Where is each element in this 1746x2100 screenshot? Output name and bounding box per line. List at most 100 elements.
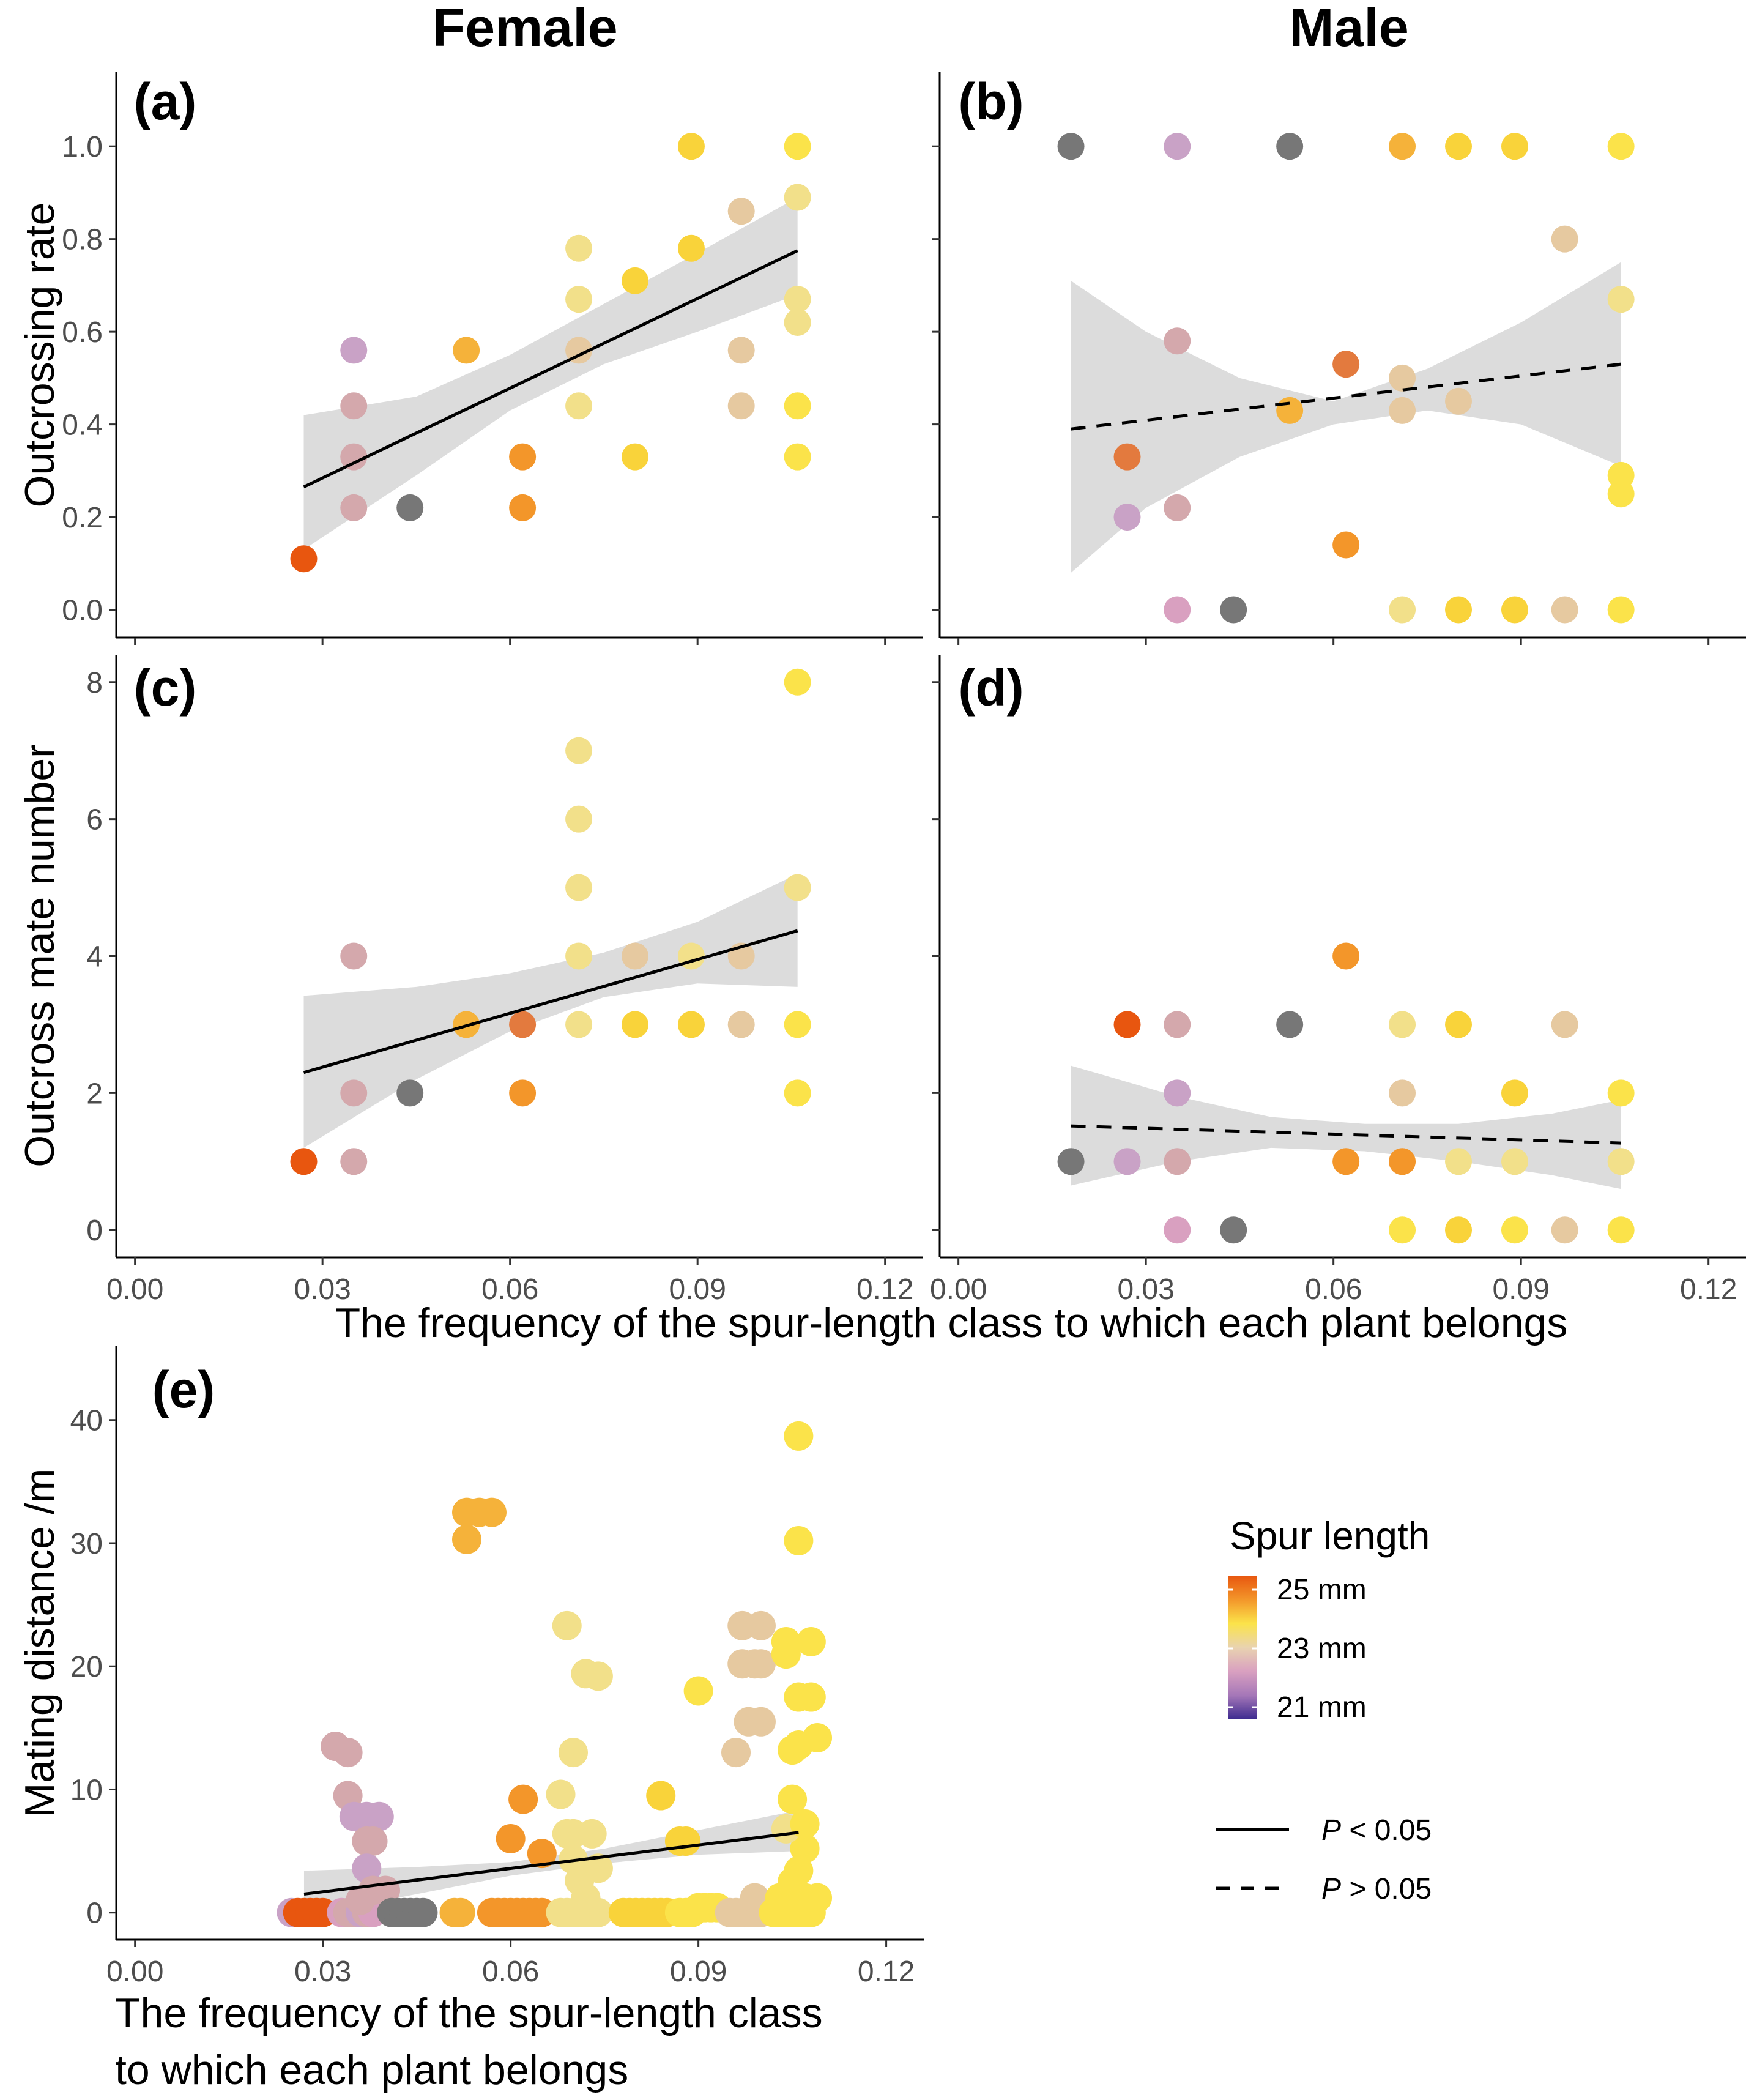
y-tick-label: 8 xyxy=(86,667,103,699)
panel-e: 0 10 20 30 40 0.00 0.03 0.06 0.09 0.12 (e) Mating d… xyxy=(17,1346,924,1988)
data-point xyxy=(1220,1216,1247,1244)
panel-c: 0 2 4 6 8 0.00 0.03 0.06 0.09 0.12 (c) Outcross mat… xyxy=(17,655,923,1306)
data-point xyxy=(646,1781,676,1811)
data-point xyxy=(677,133,705,160)
data-point xyxy=(1501,596,1528,624)
data-point xyxy=(1607,461,1635,489)
data-point xyxy=(1332,531,1360,559)
data-point xyxy=(1113,443,1141,471)
x-tick-label: 0.12 xyxy=(856,1273,913,1306)
data-point xyxy=(583,1661,613,1691)
x-tick-label: 0.00 xyxy=(106,1956,163,1988)
y-tick-label: 0 xyxy=(86,1215,103,1247)
data-point xyxy=(1276,397,1304,424)
data-point xyxy=(408,1897,438,1927)
data-point xyxy=(1389,133,1416,160)
data-point xyxy=(1389,1148,1416,1175)
data-point xyxy=(784,286,811,313)
data-point xyxy=(527,1839,557,1869)
regression-line xyxy=(1071,1124,1621,1145)
data-point xyxy=(1445,1216,1473,1244)
data-point xyxy=(1501,1216,1528,1244)
data-point xyxy=(565,1011,593,1038)
data-point xyxy=(622,443,649,471)
data-point xyxy=(509,443,537,471)
legend-label-21mm: 21 mm xyxy=(1277,1691,1367,1724)
y-tick-label: 30 xyxy=(70,1528,103,1560)
data-point xyxy=(396,1079,424,1107)
data-point xyxy=(1551,225,1578,253)
panel-label: (c) xyxy=(134,659,197,717)
shared-x-axis-label: The frequency of the spur-length class t… xyxy=(335,1300,1568,1346)
data-point xyxy=(1164,327,1191,355)
data-point xyxy=(1607,480,1635,508)
data-point xyxy=(546,1779,576,1809)
data-point xyxy=(1445,1011,1473,1038)
data-point xyxy=(727,337,755,364)
legend-solid-value: < 0.05 xyxy=(1341,1814,1432,1847)
y-tick-label: 4 xyxy=(86,941,103,974)
data-point xyxy=(1607,1079,1635,1107)
data-point xyxy=(784,392,811,420)
data-point xyxy=(1551,596,1578,624)
x-tick-label: 0.12 xyxy=(858,1956,915,1988)
y-tick-label: 0 xyxy=(86,1897,103,1930)
data-point xyxy=(746,1649,776,1679)
data-point xyxy=(1445,596,1473,624)
data-point xyxy=(1164,133,1191,160)
legend: Spur length 25 mm 23 mm 21 mm P < 0.05 P… xyxy=(1216,1514,1432,1905)
legend-label-25mm: 25 mm xyxy=(1277,1574,1367,1606)
data-point xyxy=(727,392,755,420)
x-tick-label: 0.12 xyxy=(1680,1273,1737,1306)
data-point xyxy=(784,1011,811,1038)
data-point xyxy=(509,1079,537,1107)
data-point xyxy=(340,1148,368,1175)
x-tick-label: 0.06 xyxy=(1305,1273,1362,1306)
data-point xyxy=(1389,1011,1416,1038)
legend-dashed-p: P xyxy=(1321,1873,1341,1905)
data-point xyxy=(1501,1079,1528,1107)
y-tick-label: 40 xyxy=(70,1405,103,1437)
x-tick-label: 0.03 xyxy=(294,1273,351,1306)
data-point xyxy=(333,1738,363,1768)
data-point xyxy=(565,874,593,901)
data-point xyxy=(1551,1011,1578,1038)
data-point xyxy=(1445,1148,1473,1175)
data-point xyxy=(1607,286,1635,313)
y-tick-label: 0.8 xyxy=(62,224,103,256)
y-tick-label: 0.6 xyxy=(62,316,103,349)
data-point xyxy=(453,337,480,364)
data-point xyxy=(1276,1011,1304,1038)
data-point xyxy=(565,942,593,970)
data-point xyxy=(1164,1148,1191,1175)
data-point xyxy=(1220,596,1247,624)
data-point xyxy=(778,1784,808,1814)
data-point xyxy=(565,234,593,262)
data-point xyxy=(784,133,811,160)
data-point xyxy=(340,443,368,471)
y-tick-label: 1.0 xyxy=(62,131,103,163)
data-point xyxy=(396,494,424,521)
data-point xyxy=(508,1784,538,1814)
data-point xyxy=(571,1883,601,1913)
data-point xyxy=(1445,133,1473,160)
data-point xyxy=(340,942,368,970)
data-point xyxy=(1164,1011,1191,1038)
data-point xyxy=(452,1524,482,1554)
data-point xyxy=(1607,1216,1635,1244)
y-tick-label: 20 xyxy=(70,1651,103,1683)
data-point xyxy=(746,1707,776,1737)
data-point xyxy=(1164,596,1191,624)
y-tick-label: 10 xyxy=(70,1774,103,1806)
data-point xyxy=(509,1011,537,1038)
data-point xyxy=(796,1626,826,1656)
legend-dashed-text: P > 0.05 xyxy=(1321,1873,1432,1905)
legend-title: Spur length xyxy=(1230,1514,1430,1558)
data-point xyxy=(477,1497,507,1527)
data-point xyxy=(784,308,811,336)
data-point xyxy=(1164,1216,1191,1244)
data-point xyxy=(784,874,811,901)
data-point xyxy=(565,286,593,313)
panel-label: (e) xyxy=(152,1361,215,1418)
data-point xyxy=(796,1682,826,1712)
